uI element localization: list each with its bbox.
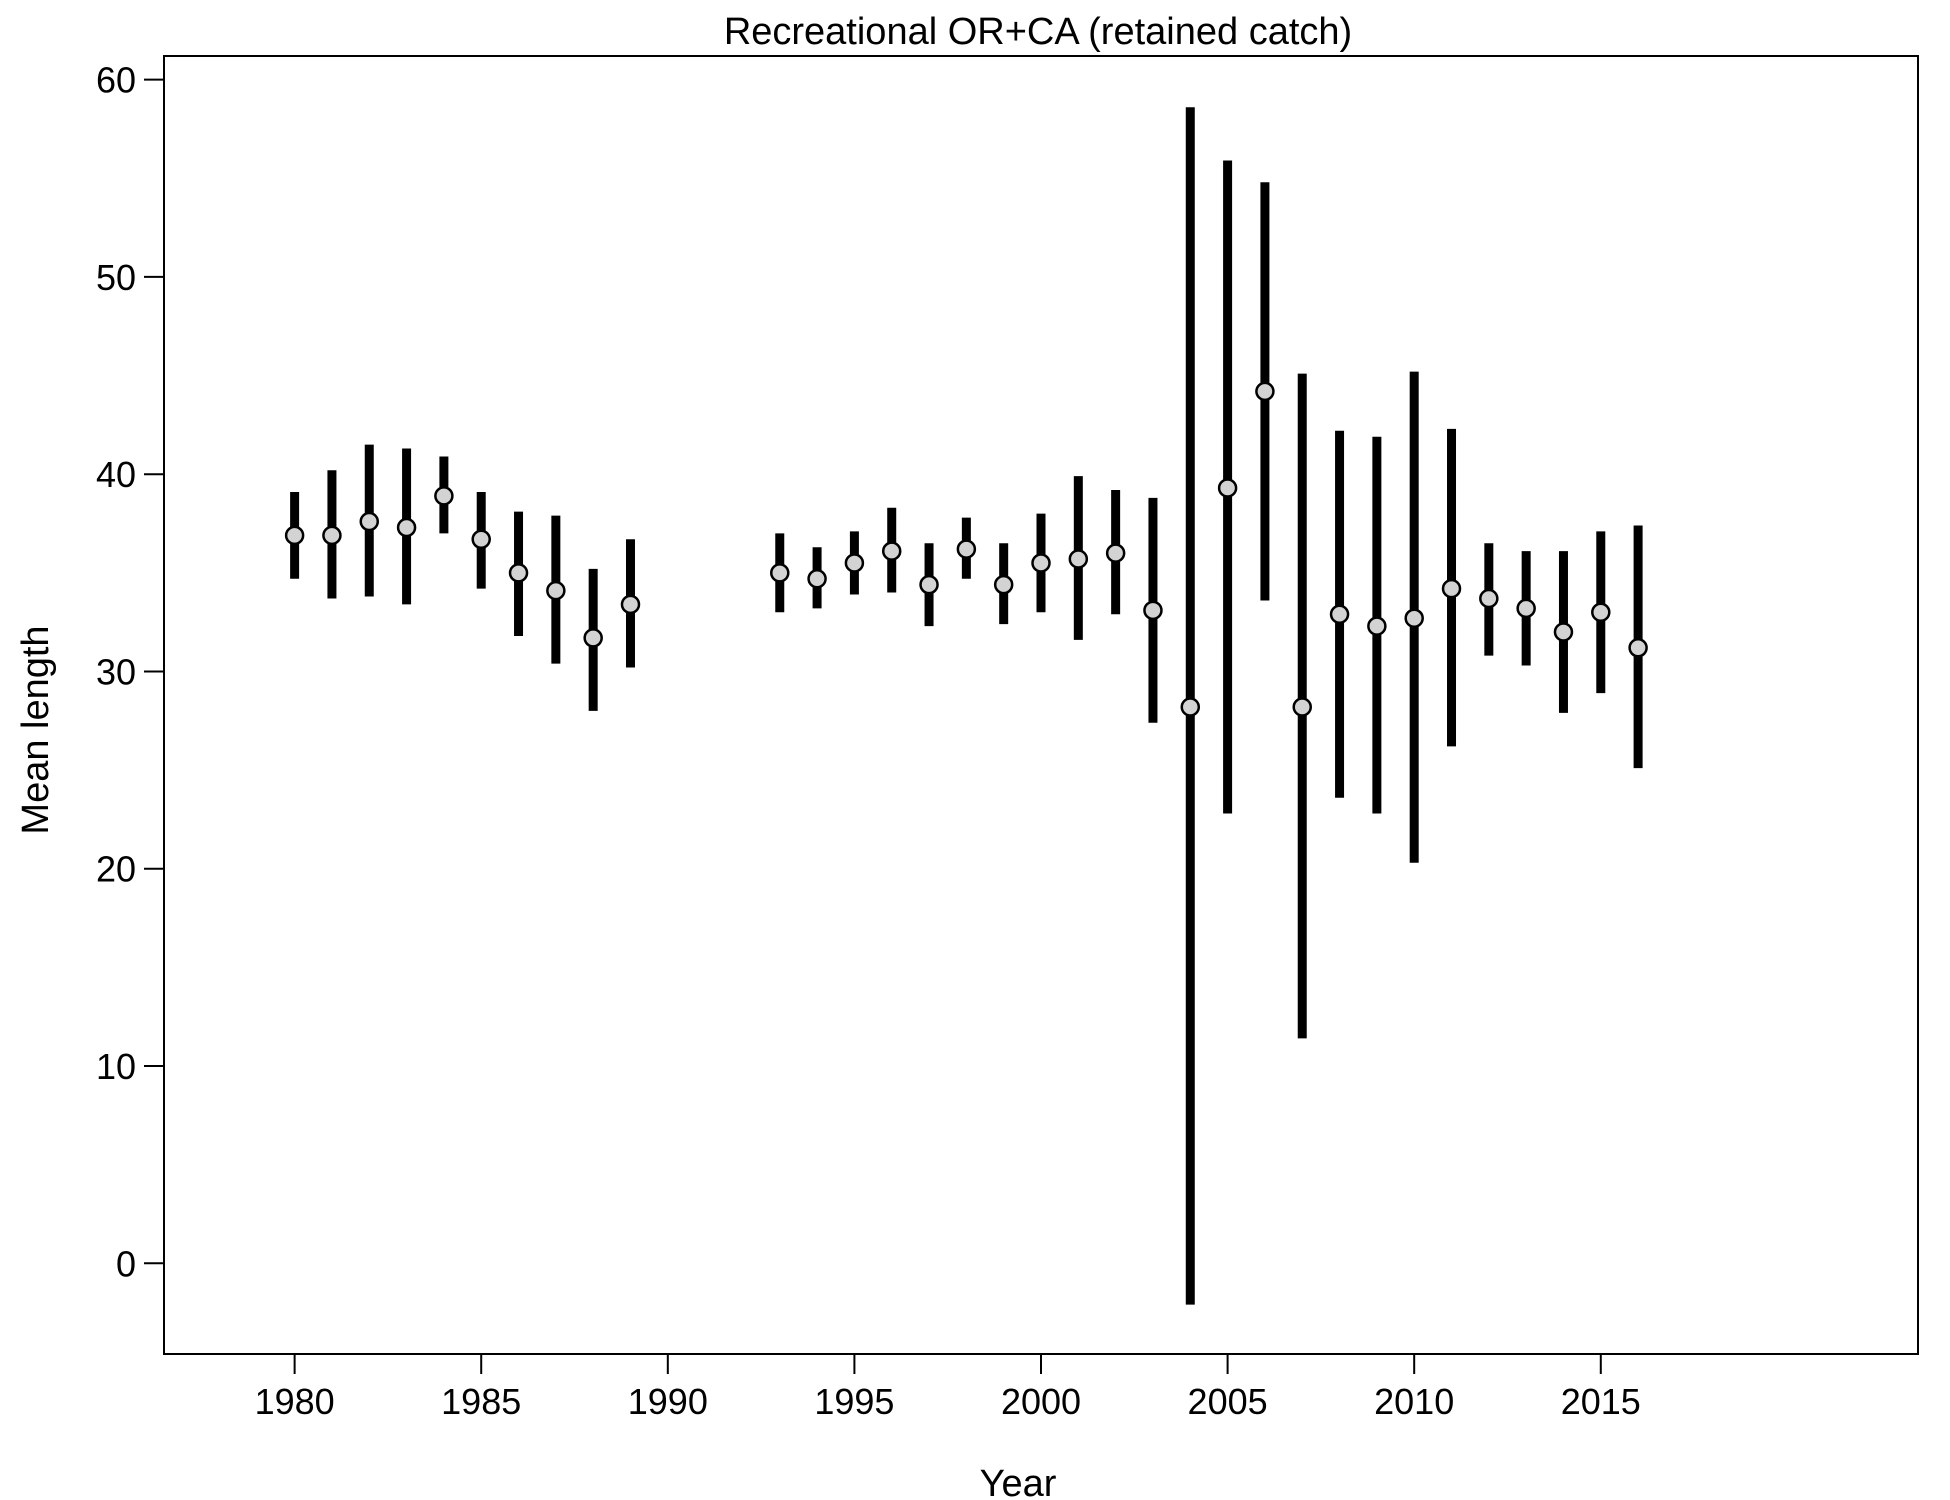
data-point: [546, 580, 566, 601]
data-point: [881, 541, 902, 561]
data-point: [1591, 602, 1611, 623]
data-points: [284, 381, 1648, 717]
y-axis: 0 10 20 30 40 50 60: [96, 60, 164, 1284]
data-point: [1441, 578, 1462, 599]
data-point: [1031, 553, 1051, 573]
x-tick-label: 1980: [255, 1381, 335, 1422]
data-point: [1068, 549, 1089, 569]
data-point: [1180, 697, 1201, 717]
error-bars: [290, 107, 1643, 1305]
plot-frame: [163, 55, 1919, 1355]
y-tick-label: 50: [96, 257, 136, 298]
data-point: [1217, 478, 1238, 498]
data-point: [1367, 616, 1387, 636]
data-point: [359, 511, 380, 532]
data-point: [322, 525, 342, 546]
data-point: [1516, 598, 1536, 619]
data-point: [1404, 608, 1424, 628]
data-point: [1553, 622, 1574, 642]
data-point: [471, 529, 491, 550]
data-point: [807, 569, 827, 589]
data-point: [1479, 588, 1499, 609]
data-point: [508, 563, 529, 583]
data-point: [1255, 381, 1275, 402]
y-axis-label: Mean length: [15, 625, 57, 834]
x-axis: 1980 1985 1990 1995 2000 2005 2010 2015: [255, 1354, 1641, 1422]
x-tick-label: 2005: [1188, 1381, 1268, 1422]
data-point: [993, 574, 1014, 595]
y-tick-label: 30: [96, 651, 136, 692]
x-tick-label: 2010: [1374, 1381, 1454, 1422]
data-point: [620, 594, 641, 615]
data-point: [844, 553, 865, 573]
data-point: [396, 517, 417, 538]
x-tick-label: 2000: [1001, 1381, 1081, 1422]
x-tick-label: 1990: [628, 1381, 708, 1422]
data-point: [1105, 543, 1126, 563]
y-tick-label: 0: [116, 1243, 136, 1284]
y-tick-label: 10: [96, 1046, 136, 1087]
data-point: [1329, 604, 1350, 625]
data-point: [770, 563, 790, 583]
x-axis-label: Year: [980, 1463, 1057, 1500]
data-point: [434, 486, 454, 506]
data-point: [1143, 600, 1163, 621]
y-tick-label: 40: [96, 454, 136, 495]
data-point: [1628, 638, 1648, 658]
x-tick-label: 1995: [814, 1381, 894, 1422]
y-tick-label: 60: [96, 60, 136, 101]
data-point: [919, 574, 939, 595]
x-tick-label: 1985: [441, 1381, 521, 1422]
data-point: [1292, 697, 1312, 717]
data-point: [956, 539, 977, 559]
x-tick-label: 2015: [1561, 1381, 1641, 1422]
data-point: [284, 525, 305, 546]
chart-title: Recreational OR+CA (retained catch): [724, 11, 1352, 53]
y-tick-label: 20: [96, 849, 136, 890]
data-point: [583, 628, 603, 648]
